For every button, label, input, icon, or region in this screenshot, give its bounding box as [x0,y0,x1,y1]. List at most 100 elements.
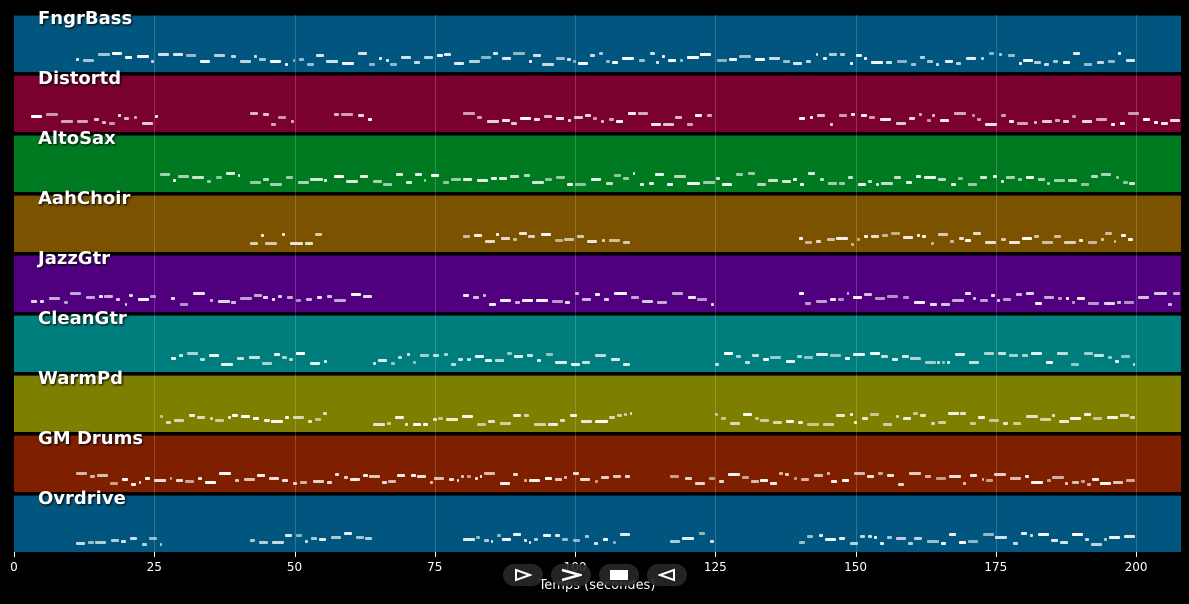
note [1016,293,1022,296]
note [1046,182,1050,185]
track-warmpd[interactable]: WarmPd [14,368,1181,432]
note [869,413,879,416]
note [927,119,931,122]
note [284,534,292,537]
note [522,299,534,302]
note [282,479,289,482]
note [611,61,619,64]
note [1021,354,1029,357]
note [1101,173,1111,176]
track-list: FngrBass Distortd AltoSax AahChoir JazzGtr Cl… [14,8,1181,552]
note [580,478,591,481]
note [285,63,289,66]
note [129,294,134,297]
note [1125,59,1136,62]
note [1062,120,1070,123]
track-aahchoir[interactable]: AahChoir [14,188,1181,252]
note [343,476,348,479]
note [263,178,270,181]
note [186,352,198,355]
stop-button[interactable] [599,564,639,586]
play-button[interactable] [503,564,543,586]
note [526,354,533,357]
note [708,477,716,480]
note [562,538,569,541]
note [523,479,527,482]
track-cleangtr[interactable]: CleanGtr [14,308,1181,372]
note [979,299,988,302]
note [612,541,617,544]
note [262,362,273,365]
note [630,412,633,415]
note [158,53,169,56]
note [1104,538,1108,541]
note [87,541,94,544]
note [949,240,955,243]
note [922,235,926,238]
note [817,114,826,117]
note [101,121,106,124]
note [613,475,621,478]
note [744,361,750,364]
note [414,173,423,176]
note [849,62,853,65]
note [310,178,323,181]
note [799,292,804,295]
note [237,174,240,177]
note [260,234,265,237]
note [1037,533,1049,536]
note [1006,176,1016,179]
note [808,172,816,175]
note [831,480,838,483]
note [848,176,854,179]
note [462,178,472,181]
tick-label: 75 [427,560,443,574]
note [349,478,361,481]
note [1100,482,1111,485]
note [594,542,598,545]
note [783,60,791,63]
note [878,472,884,475]
note [137,298,149,301]
note [564,476,568,479]
note [1072,533,1084,536]
tick-mark [855,552,857,557]
note [93,118,100,121]
track-altosax[interactable]: AltoSax [14,128,1181,192]
note [485,359,493,362]
note [1113,240,1117,243]
note [996,299,1001,302]
note [351,293,362,296]
note [304,540,308,543]
track-fngrbass[interactable]: FngrBass [14,8,1181,72]
track-jazzgtr[interactable]: JazzGtr [14,248,1181,312]
track-distortd[interactable]: Distortd [14,68,1181,132]
rewind-button[interactable] [647,564,687,586]
note [249,112,258,115]
note [373,362,376,365]
track-ovrdrive[interactable]: Ovrdrive [14,488,1181,552]
tick-mark [14,552,15,557]
note [594,354,607,357]
note [436,54,444,57]
note [396,474,406,477]
note [116,298,121,301]
note [149,537,157,540]
note [177,175,190,178]
note [850,413,854,416]
note [850,542,858,545]
note [930,422,935,425]
note [805,60,812,63]
forward-button[interactable] [551,564,591,586]
note [856,238,861,241]
note [805,302,812,305]
note [837,298,845,301]
track-label: Distortd [38,68,122,89]
note [1109,536,1120,539]
note [474,234,483,237]
note [141,543,147,546]
note [149,295,157,298]
note [895,415,899,418]
track-gm-drums[interactable]: GM Drums [14,428,1181,492]
note [523,414,530,417]
